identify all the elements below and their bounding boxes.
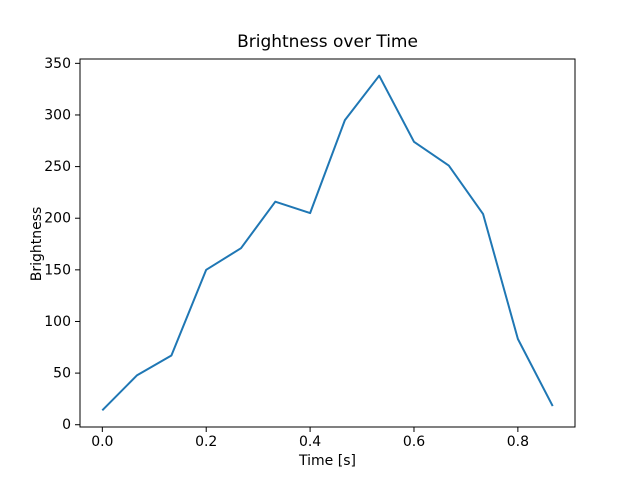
y-tick-label: 0 — [62, 417, 71, 433]
plot-area — [80, 59, 575, 427]
y-axis-label: Brightness — [29, 207, 45, 282]
y-tick-label: 300 — [44, 107, 71, 123]
y-tick-label: 100 — [44, 314, 71, 330]
x-tick-label: 0.6 — [403, 434, 425, 450]
y-tick-label: 350 — [44, 56, 71, 72]
x-axis-label: Time [s] — [298, 453, 356, 469]
y-tick-label: 150 — [44, 262, 71, 278]
y-tick-label: 50 — [53, 366, 71, 382]
chart-title: Brightness over Time — [237, 32, 418, 52]
y-tick-label: 250 — [44, 159, 71, 175]
y-tick-label: 200 — [44, 211, 71, 227]
axis-ticks: 0.0 0.2 0.4 0.6 0.8 0 50 100 150 200 250 300 350 — [44, 56, 529, 450]
x-tick-label: 0.0 — [91, 434, 113, 450]
x-tick-label: 0.8 — [507, 434, 529, 450]
x-tick-label: 0.2 — [195, 434, 217, 450]
x-tick-label: 0.4 — [299, 434, 321, 450]
axes-spines — [79, 58, 576, 428]
brightness-series-line — [101, 74, 554, 412]
